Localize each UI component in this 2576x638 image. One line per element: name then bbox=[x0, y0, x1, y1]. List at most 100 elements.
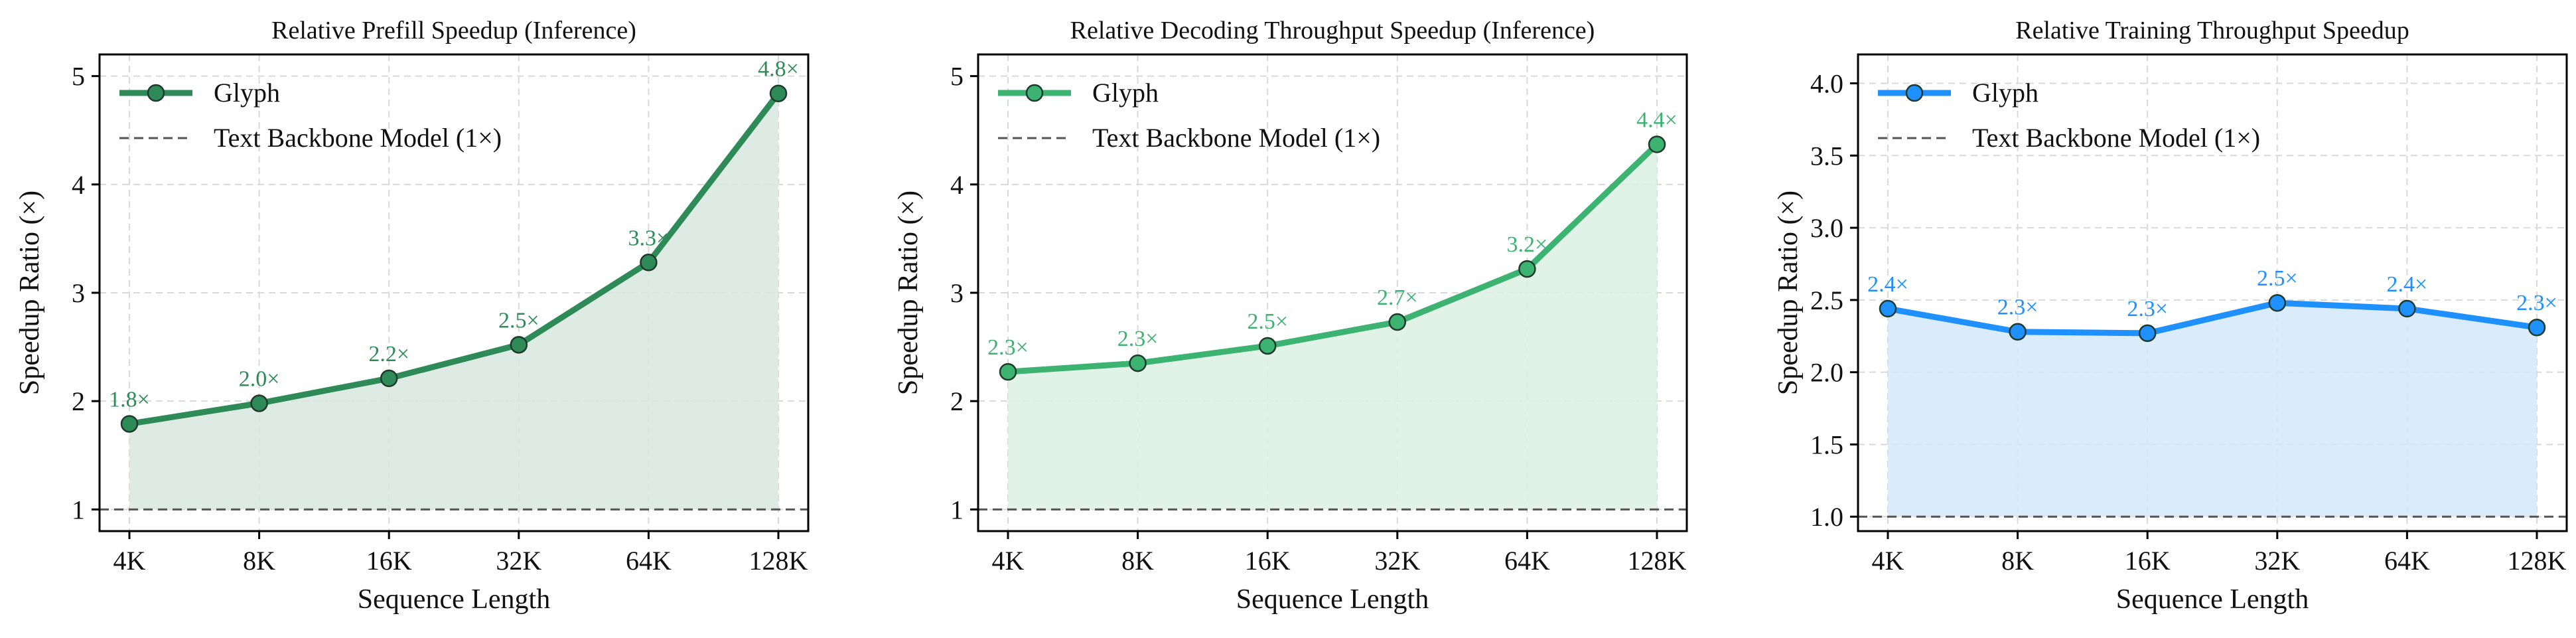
data-label: 2.5× bbox=[498, 308, 539, 333]
area-fill bbox=[1888, 303, 2537, 517]
y-tick-label: 3 bbox=[950, 278, 964, 308]
y-tick-label: 1 bbox=[950, 495, 964, 524]
y-tick-label: 4 bbox=[950, 170, 964, 200]
data-point bbox=[640, 254, 658, 272]
x-tick-label: 128K bbox=[749, 546, 808, 576]
chart-panel-1: 1.8× 2.0× 2.2× 2.5× 3.3× 4.8× 1 2 3 4 5 4K 8K 16K 32K 6… bbox=[15, 17, 810, 615]
data-point bbox=[1648, 135, 1666, 153]
chart-title: Relative Decoding Throughput Speedup (In… bbox=[1070, 17, 1595, 44]
data-point bbox=[510, 336, 528, 354]
area-fill bbox=[129, 93, 778, 510]
legend-label-baseline: Text Backbone Model (1×) bbox=[1092, 123, 1380, 153]
data-point bbox=[2528, 318, 2546, 337]
y-tick-label: 3.5 bbox=[1810, 141, 1843, 171]
data-point bbox=[1388, 313, 1407, 331]
legend-marker-glyph bbox=[147, 84, 165, 102]
legend-label-baseline: Text Backbone Model (1×) bbox=[1972, 123, 2260, 153]
y-tick-label: 2 bbox=[72, 386, 85, 416]
data-point bbox=[1258, 337, 1277, 355]
y-tick-label: 2 bbox=[950, 386, 964, 416]
data-point bbox=[2398, 299, 2416, 318]
data-label: 2.3× bbox=[1997, 295, 2039, 320]
x-tick-label: 4K bbox=[113, 546, 146, 576]
x-tick-label: 4K bbox=[992, 546, 1025, 576]
legend-label-baseline: Text Backbone Model (1×) bbox=[214, 123, 502, 153]
y-tick-label: 1.0 bbox=[1810, 502, 1843, 532]
y-axis-label: Speedup Ratio (×) bbox=[893, 191, 924, 395]
chart-title: Relative Prefill Speedup (Inference) bbox=[271, 17, 636, 44]
y-tick-label: 5 bbox=[72, 62, 85, 92]
y-tick-label: 2.5 bbox=[1810, 285, 1843, 315]
data-label: 2.4× bbox=[1867, 272, 1908, 297]
y-tick-label: 4 bbox=[72, 170, 85, 200]
data-label: 2.3× bbox=[1117, 327, 1159, 351]
data-point bbox=[1518, 260, 1536, 278]
y-tick-label: 5 bbox=[950, 62, 964, 92]
legend-label-glyph: Glyph bbox=[214, 78, 280, 108]
data-point bbox=[1879, 299, 1897, 318]
data-point bbox=[380, 369, 398, 388]
data-label: 2.0× bbox=[239, 366, 280, 391]
x-tick-label: 32K bbox=[496, 546, 541, 576]
y-tick-label: 4.0 bbox=[1810, 69, 1843, 99]
y-axis-label: Speedup Ratio (×) bbox=[1773, 191, 1804, 395]
series-line-glyph bbox=[1885, 299, 2540, 337]
x-axis-label: Sequence Length bbox=[358, 584, 550, 615]
data-point bbox=[2268, 293, 2287, 312]
chart-panel-3: 2.4× 2.3× 2.3× 2.5× 2.4× 2.3× 1.0 1.5 2.0 2.5 3.0 3… bbox=[1773, 17, 2568, 615]
y-tick-label: 1 bbox=[72, 495, 85, 524]
area-fill bbox=[1008, 144, 1657, 510]
x-tick-label: 128K bbox=[1628, 546, 1687, 576]
x-tick-label: 32K bbox=[2254, 546, 2300, 576]
chart-title: Relative Training Throughput Speedup bbox=[2015, 17, 2409, 44]
series-line-glyph bbox=[126, 90, 782, 427]
data-label: 3.2× bbox=[1507, 232, 1548, 257]
x-tick-label: 16K bbox=[366, 546, 412, 576]
data-point bbox=[120, 415, 139, 433]
data-label: 2.3× bbox=[987, 335, 1029, 360]
data-label: 4.8× bbox=[758, 57, 799, 82]
x-axis-label: Sequence Length bbox=[1236, 584, 1429, 615]
legend-label-glyph: Glyph bbox=[1972, 78, 2039, 108]
data-label: 4.4× bbox=[1636, 108, 1678, 132]
data-label: 2.7× bbox=[1377, 285, 1418, 310]
x-tick-label: 64K bbox=[626, 546, 672, 576]
y-tick-label: 3.0 bbox=[1810, 213, 1843, 243]
data-label: 2.2× bbox=[368, 342, 409, 366]
data-point bbox=[999, 362, 1017, 381]
y-tick-label: 1.5 bbox=[1810, 430, 1843, 459]
legend-marker-glyph bbox=[1025, 84, 1044, 102]
data-point bbox=[1129, 354, 1147, 372]
data-point bbox=[2009, 323, 2027, 341]
x-tick-label: 128K bbox=[2508, 546, 2567, 576]
x-tick-label: 8K bbox=[2001, 546, 2034, 576]
data-label: 2.3× bbox=[2516, 291, 2557, 315]
data-label: 1.8× bbox=[109, 387, 150, 412]
legend-marker-glyph bbox=[1905, 84, 1924, 102]
y-tick-label: 3 bbox=[72, 278, 85, 308]
x-tick-label: 64K bbox=[1504, 546, 1550, 576]
series-line-glyph bbox=[1005, 141, 1660, 375]
y-axis-label: Speedup Ratio (×) bbox=[15, 191, 45, 395]
data-label: 2.4× bbox=[2387, 272, 2428, 297]
legend-label-glyph: Glyph bbox=[1092, 78, 1159, 108]
data-label: 2.3× bbox=[2127, 297, 2168, 321]
x-axis-label: Sequence Length bbox=[2116, 584, 2309, 615]
data-point bbox=[2138, 324, 2157, 343]
data-label: 3.3× bbox=[628, 226, 670, 250]
data-point bbox=[250, 394, 268, 412]
y-tick-label: 2.0 bbox=[1810, 358, 1843, 388]
x-tick-label: 64K bbox=[2384, 546, 2430, 576]
data-label: 2.5× bbox=[2257, 266, 2298, 291]
x-tick-label: 32K bbox=[1374, 546, 1420, 576]
x-tick-label: 8K bbox=[243, 546, 275, 576]
data-label: 2.5× bbox=[1247, 309, 1288, 334]
chart-panel-2: 2.3× 2.3× 2.5× 2.7× 3.2× 4.4× 1 2 3 4 5 4K 8K 16K 32K 6… bbox=[893, 17, 1688, 615]
x-tick-label: 16K bbox=[2125, 546, 2171, 576]
plot-frame bbox=[1857, 53, 2568, 532]
x-tick-label: 8K bbox=[1121, 546, 1154, 576]
x-tick-label: 4K bbox=[1872, 546, 1904, 576]
x-tick-label: 16K bbox=[1245, 546, 1291, 576]
